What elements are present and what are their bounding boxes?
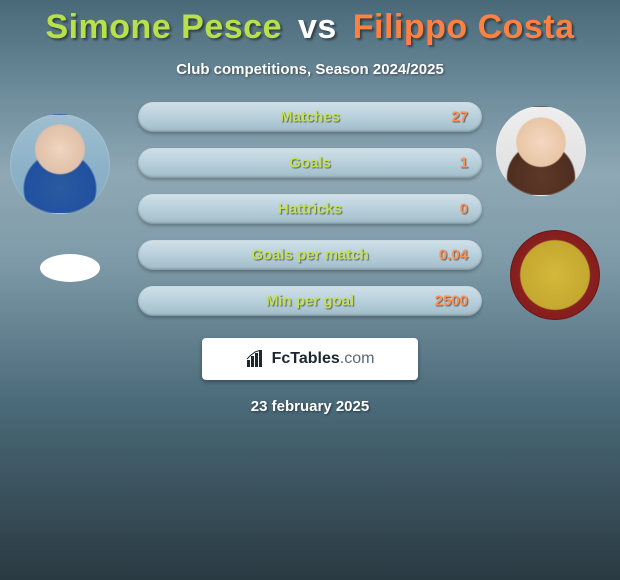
stat-label: Min per goal bbox=[266, 293, 354, 310]
title-vs: vs bbox=[298, 8, 337, 46]
player2-club-logo bbox=[510, 230, 600, 320]
subtitle: Club competitions, Season 2024/2025 bbox=[0, 61, 620, 78]
stat-value: 27 bbox=[451, 109, 468, 126]
branding-badge: FcTables.com bbox=[202, 338, 418, 380]
branding-text-suffix: .com bbox=[340, 350, 375, 367]
player2-avatar bbox=[496, 106, 586, 196]
title-player2: Filippo Costa bbox=[353, 8, 575, 46]
date-text: 23 february 2025 bbox=[0, 398, 620, 415]
branding-text-main: FcTables bbox=[272, 350, 340, 367]
stat-label: Matches bbox=[280, 109, 340, 126]
stat-bar: Goals 1 bbox=[138, 148, 482, 178]
stat-value: 0.04 bbox=[439, 247, 468, 264]
bar-chart-icon bbox=[246, 350, 266, 368]
stat-bar: Goals per match 0.04 bbox=[138, 240, 482, 270]
stat-label: Goals per match bbox=[251, 247, 369, 264]
player1-club-logo bbox=[40, 254, 100, 282]
stat-value: 1 bbox=[460, 155, 468, 172]
stat-bar: Hattricks 0 bbox=[138, 194, 482, 224]
stat-value: 2500 bbox=[435, 293, 468, 310]
stat-bars: Matches 27 Goals 1 Hattricks 0 Goals per… bbox=[138, 102, 482, 332]
branding-text: FcTables.com bbox=[272, 350, 375, 368]
stat-value: 0 bbox=[460, 201, 468, 218]
title-player1: Simone Pesce bbox=[45, 8, 282, 46]
player1-avatar bbox=[10, 114, 110, 214]
stat-label: Goals bbox=[289, 155, 331, 172]
stat-bar: Matches 27 bbox=[138, 102, 482, 132]
stat-bar: Min per goal 2500 bbox=[138, 286, 482, 316]
stat-label: Hattricks bbox=[278, 201, 342, 218]
page-title: Simone Pesce vs Filippo Costa bbox=[0, 0, 620, 47]
